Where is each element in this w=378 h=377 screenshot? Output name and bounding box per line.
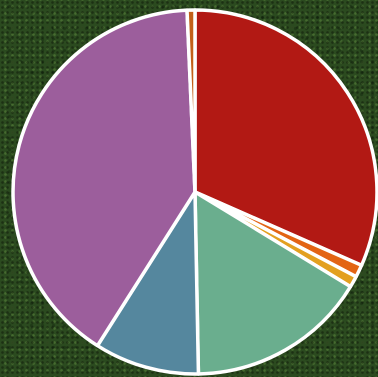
pie-slice-1	[193, 8, 378, 268]
pie-slices	[11, 8, 378, 376]
pie-slice-5	[95, 190, 201, 376]
pie-slice-4	[193, 190, 353, 376]
pie-slice-6	[11, 8, 197, 348]
pie-slice-7	[185, 8, 197, 194]
